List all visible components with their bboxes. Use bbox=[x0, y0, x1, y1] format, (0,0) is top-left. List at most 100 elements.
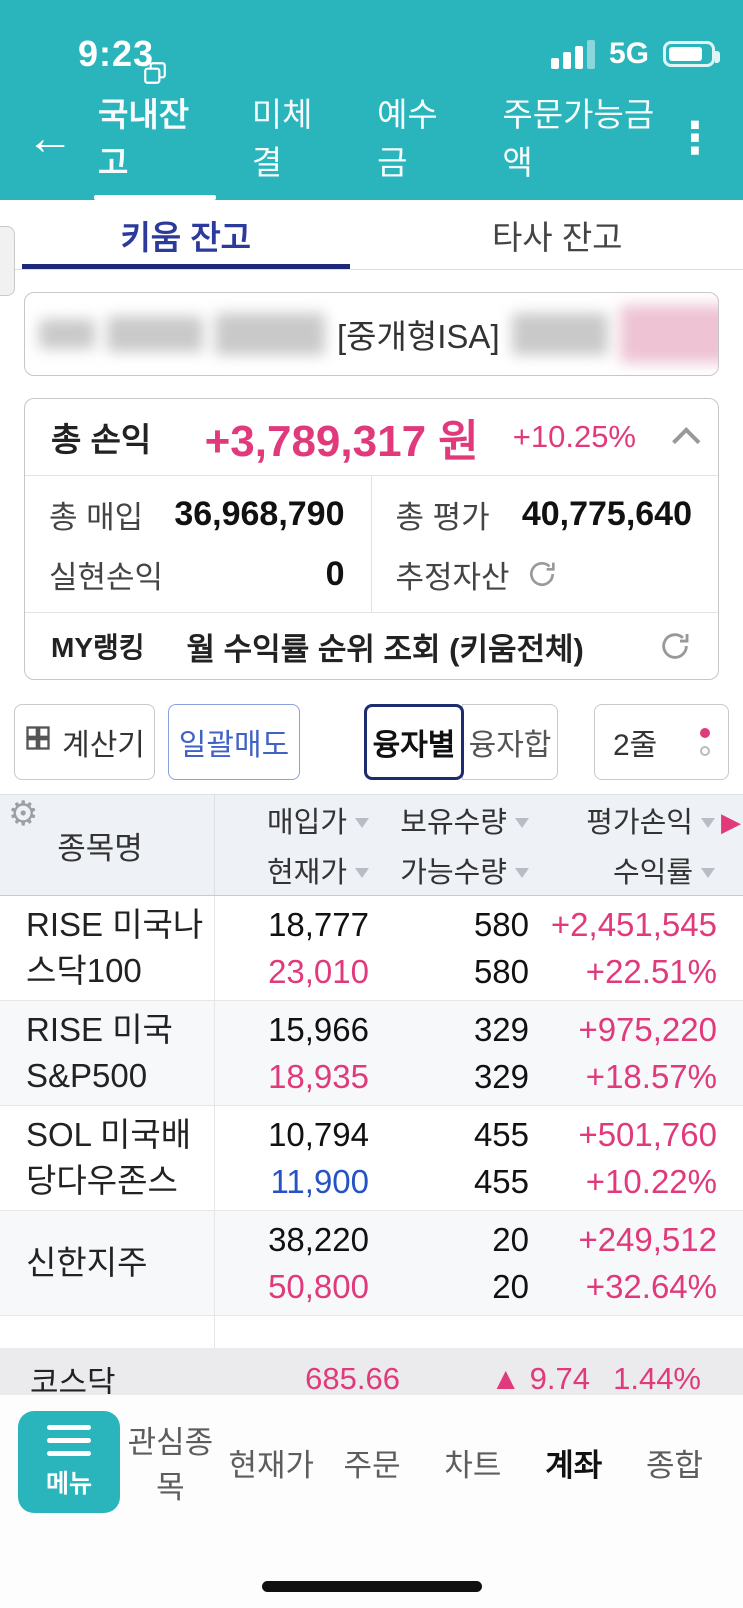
hamburger-icon bbox=[47, 1424, 91, 1456]
table-row[interactable]: RISE 미국나스닥100 18,777 23,010 580 580 +2,4… bbox=[0, 896, 743, 1001]
stock-name: RISE 글로벌 bbox=[0, 1316, 215, 1348]
menu-button[interactable]: 메뉴 bbox=[18, 1411, 120, 1513]
col-stock-name[interactable]: 종목명 bbox=[0, 795, 215, 895]
total-eval-label: 총 평가 bbox=[395, 499, 490, 535]
signal-icon bbox=[550, 39, 595, 69]
calculator-icon bbox=[24, 724, 52, 760]
nav-watchlist[interactable]: 관심종목 bbox=[127, 1425, 214, 1505]
nav-order[interactable]: 주문 bbox=[343, 1447, 401, 1483]
col-eval-pl[interactable]: 평가손익 bbox=[543, 795, 743, 845]
table-row[interactable]: SOL 미국배당다우존스 10,794 11,900 455 455 +501,… bbox=[0, 1106, 743, 1211]
table-row[interactable]: RISE 글로벌 10,237 575 +187,035 bbox=[0, 1316, 743, 1348]
more-menu-icon[interactable]: ⋮ bbox=[673, 114, 717, 163]
col-return-rate[interactable]: 수익률 bbox=[543, 845, 743, 895]
realized-pl-label: 실현손익 bbox=[49, 559, 164, 595]
row-mode-selector[interactable]: 2줄 bbox=[594, 704, 729, 780]
total-buy-label: 총 매입 bbox=[49, 499, 144, 535]
col-current-price[interactable]: 현재가 bbox=[215, 845, 383, 895]
eval-pl: +249,512 bbox=[578, 1221, 717, 1258]
account-tab-bar: 키움 잔고 타사 잔고 bbox=[0, 200, 743, 270]
nav-current-price[interactable]: 현재가 bbox=[228, 1447, 315, 1483]
nav-account[interactable]: 계좌 bbox=[545, 1447, 603, 1483]
loan-view-segment: 융자별 융자합 bbox=[364, 704, 558, 780]
sort-icon bbox=[701, 868, 715, 878]
nav-chart[interactable]: 차트 bbox=[444, 1447, 502, 1483]
available-qty: 20 bbox=[492, 1268, 529, 1305]
nav-overview[interactable]: 종합 bbox=[646, 1447, 704, 1483]
buy-price: 38,220 bbox=[268, 1221, 369, 1258]
account-type-label: [중개형ISA] bbox=[337, 318, 500, 355]
my-ranking-row[interactable]: MY랭킹 월 수익률 순위 조회 (키움전체) bbox=[25, 613, 718, 679]
by-loan-button[interactable]: 융자별 bbox=[364, 704, 464, 780]
nav-tab-unfilled[interactable]: 미체결 bbox=[252, 78, 337, 200]
holding-qty: 575 bbox=[383, 1345, 543, 1349]
current-price: 23,010 bbox=[268, 953, 369, 990]
bulk-sell-button[interactable]: 일괄매도 bbox=[168, 704, 300, 780]
available-qty: 455 bbox=[473, 1163, 529, 1200]
eval-pl: +975,220 bbox=[578, 1011, 717, 1048]
col-available-qty[interactable]: 가능수량 bbox=[383, 845, 543, 895]
account-selector[interactable]: [중개형ISA] bbox=[24, 292, 719, 376]
nav-tab-label: 미체결 bbox=[251, 96, 313, 181]
row-mode-label: 2줄 bbox=[613, 729, 658, 762]
available-qty: 580 bbox=[473, 953, 529, 990]
buy-price: 10,237 bbox=[215, 1345, 383, 1349]
refresh-icon[interactable] bbox=[526, 558, 558, 590]
home-indicator[interactable] bbox=[261, 1581, 482, 1592]
summary-card: 총 손익 +3,789,317 원 +10.25% 총 매입 36,968,79… bbox=[24, 398, 719, 680]
stock-name: 신한지주 bbox=[0, 1211, 215, 1315]
clock: 9:23 bbox=[78, 33, 155, 74]
buy-price: 15,966 bbox=[268, 1011, 369, 1048]
settings-gear-icon[interactable]: ⚙ bbox=[8, 795, 39, 833]
more-columns-icon[interactable]: ▶ bbox=[721, 807, 741, 837]
tab-kiwoom-balance[interactable]: 키움 잔고 bbox=[0, 200, 372, 269]
calculator-button[interactable]: 계산기 bbox=[14, 704, 155, 780]
tab-other-balance[interactable]: 타사 잔고 bbox=[491, 218, 623, 256]
holding-qty: 329 bbox=[473, 1011, 529, 1048]
holdings-table: RISE 미국나스닥100 18,777 23,010 580 580 +2,4… bbox=[0, 896, 743, 1348]
nav-tab-domestic-balance[interactable]: 국내잔고 bbox=[94, 62, 216, 200]
holding-qty: 455 bbox=[473, 1116, 529, 1153]
current-price: 50,800 bbox=[268, 1268, 369, 1305]
holding-qty: 20 bbox=[492, 1221, 529, 1258]
sort-icon bbox=[355, 818, 369, 828]
return-rate: +18.57% bbox=[585, 1058, 717, 1095]
table-row[interactable]: 신한지주 38,220 50,800 20 20 +249,512 +32.64… bbox=[0, 1211, 743, 1316]
total-pl-label: 총 손익 bbox=[51, 421, 152, 458]
return-rate: +22.51% bbox=[585, 953, 717, 990]
sort-icon bbox=[515, 818, 529, 828]
redacted-account-text bbox=[511, 313, 608, 355]
edge-drawer-handle[interactable] bbox=[0, 226, 15, 296]
nav-tab-deposit[interactable]: 예수금 bbox=[377, 78, 462, 200]
est-asset-label: 추정자산 bbox=[395, 559, 510, 595]
stock-name: RISE 미국S&P500 bbox=[0, 1001, 215, 1105]
up-triangle-icon: ▲ bbox=[490, 1361, 522, 1396]
return-rate: +10.22% bbox=[585, 1163, 717, 1200]
index-name: 코스닥 bbox=[30, 1364, 116, 1400]
battery-icon bbox=[663, 41, 720, 67]
refresh-icon[interactable] bbox=[658, 629, 692, 663]
stock-name: RISE 미국나스닥100 bbox=[0, 896, 215, 1000]
col-holding-qty[interactable]: 보유수량 bbox=[383, 795, 543, 845]
col-buy-price[interactable]: 매입가 bbox=[215, 795, 383, 845]
redacted-badge bbox=[619, 305, 718, 363]
back-icon[interactable]: ← bbox=[26, 112, 74, 165]
table-row[interactable]: RISE 미국S&P500 15,966 18,935 329 329 +975… bbox=[0, 1001, 743, 1106]
eval-pl: +501,760 bbox=[578, 1116, 717, 1153]
network-label: 5G bbox=[608, 37, 649, 70]
current-price: 18,935 bbox=[268, 1058, 369, 1095]
loan-total-button[interactable]: 융자합 bbox=[462, 704, 558, 780]
buy-price: 18,777 bbox=[268, 906, 369, 943]
collapse-chevron-icon[interactable] bbox=[672, 427, 701, 456]
realized-pl-value: 0 bbox=[325, 554, 345, 593]
return-rate: +32.64% bbox=[585, 1268, 717, 1305]
available-qty: 329 bbox=[473, 1058, 529, 1095]
bottom-nav: 메뉴 관심종목 현재가 주문 차트 계좌 종합 bbox=[0, 1394, 743, 1608]
total-buy-value: 36,968,790 bbox=[174, 494, 345, 533]
table-header: 종목명 매입가 보유수량 평가손익 현재가 가능수량 수익률 ⚙ ▶ bbox=[0, 794, 743, 896]
my-ranking-text: 월 수익률 순위 조회 (키움전체) bbox=[186, 631, 584, 667]
eval-pl: +187,035 bbox=[543, 1345, 743, 1349]
redacted-account-text bbox=[107, 316, 203, 352]
nav-tab-orderable-amount[interactable]: 주문가능금액 bbox=[502, 78, 673, 200]
